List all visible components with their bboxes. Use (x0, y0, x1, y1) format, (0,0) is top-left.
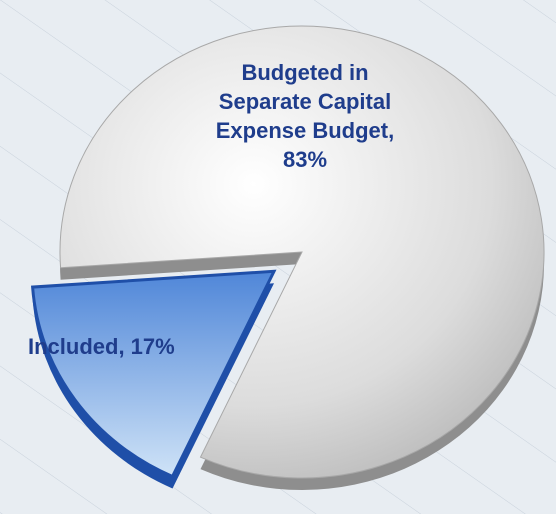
data-label: Included, 17% (28, 334, 175, 359)
slice (30, 269, 277, 479)
data-label: Budgeted in Separate Capital Expense Bud… (215, 60, 395, 172)
slice (59, 25, 545, 479)
